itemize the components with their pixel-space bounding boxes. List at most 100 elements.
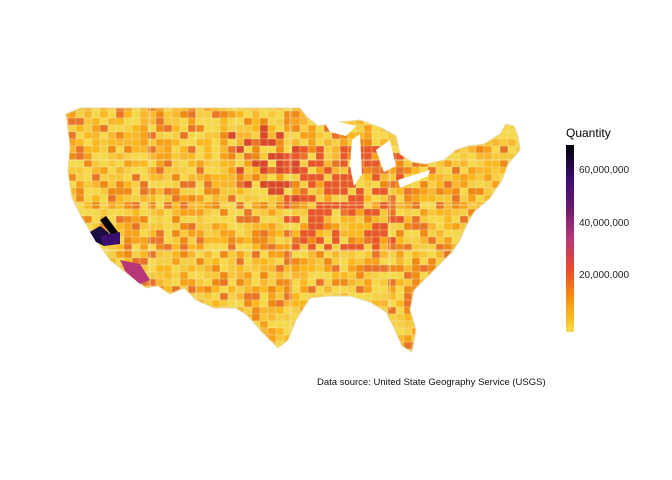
- county-cell: [179, 180, 189, 189]
- county-cell: [419, 313, 429, 322]
- county-cell: [475, 250, 485, 259]
- county-cell: [187, 229, 197, 238]
- county-cell: [131, 292, 141, 301]
- county-cell: [331, 306, 341, 315]
- county-cell: [395, 201, 405, 210]
- county-cell: [363, 278, 373, 287]
- county-cell: [139, 327, 149, 336]
- county-cell: [203, 145, 213, 154]
- county-cell: [419, 320, 429, 329]
- county-cell: [211, 250, 221, 259]
- county-cell: [395, 348, 405, 352]
- county-cell: [515, 208, 520, 217]
- county-cell: [411, 299, 421, 308]
- county-cell: [219, 285, 229, 294]
- county-cell: [475, 334, 485, 343]
- county-cell: [163, 264, 173, 273]
- county-cell: [347, 194, 357, 203]
- county-cell: [459, 278, 469, 287]
- county-cell: [339, 257, 349, 266]
- county-cell: [387, 215, 397, 224]
- county-cell: [355, 327, 365, 336]
- county-cell: [315, 327, 325, 336]
- county-cell: [315, 229, 325, 238]
- county-cell: [67, 313, 77, 322]
- county-cell: [515, 124, 520, 133]
- county-cell: [363, 327, 373, 336]
- county-cell: [307, 201, 317, 210]
- county-cell: [259, 222, 269, 231]
- county-cell: [219, 138, 229, 147]
- county-cell: [115, 292, 125, 301]
- county-cell: [275, 236, 285, 245]
- county-cell: [131, 334, 141, 343]
- county-cell: [411, 159, 421, 168]
- county-cell: [179, 264, 189, 273]
- county-cell: [267, 201, 277, 210]
- county-cell: [459, 208, 469, 217]
- california-inland-county: [100, 232, 120, 246]
- county-cell: [203, 215, 213, 224]
- county-cell: [147, 299, 157, 308]
- county-cell: [203, 194, 213, 203]
- county-cell: [275, 271, 285, 280]
- county-cell: [323, 278, 333, 287]
- county-cell: [211, 187, 221, 196]
- county-cell: [275, 145, 285, 154]
- county-cell: [171, 313, 181, 322]
- county-cell: [139, 236, 149, 245]
- county-cell: [123, 110, 133, 119]
- county-cell: [115, 159, 125, 168]
- county-cell: [91, 145, 101, 154]
- county-cell: [379, 117, 389, 126]
- county-cell: [91, 152, 101, 161]
- county-cell: [363, 187, 373, 196]
- county-cell: [371, 222, 381, 231]
- county-cell: [123, 229, 133, 238]
- county-cell: [339, 201, 349, 210]
- county-cell: [139, 215, 149, 224]
- county-cell: [99, 327, 109, 336]
- county-cell: [131, 201, 141, 210]
- county-cell: [467, 243, 477, 252]
- county-cell: [331, 201, 341, 210]
- county-cell: [275, 292, 285, 301]
- county-cell: [339, 110, 349, 119]
- county-cell: [395, 306, 405, 315]
- county-cell: [427, 229, 437, 238]
- county-cell: [195, 124, 205, 133]
- county-cell: [379, 299, 389, 308]
- county-cell: [507, 208, 517, 217]
- county-cell: [259, 271, 269, 280]
- county-cell: [107, 271, 117, 280]
- county-cell: [371, 278, 381, 287]
- county-cell: [387, 201, 397, 210]
- county-cell: [83, 243, 93, 252]
- county-cell: [179, 278, 189, 287]
- county-cell: [75, 334, 85, 343]
- county-cell: [211, 334, 221, 343]
- county-cell: [467, 299, 477, 308]
- county-cell: [235, 117, 245, 126]
- county-cell: [227, 117, 237, 126]
- county-cell: [139, 187, 149, 196]
- county-cell: [139, 320, 149, 329]
- county-cell: [291, 348, 301, 352]
- county-cell: [243, 131, 253, 140]
- county-cell: [515, 348, 520, 352]
- county-cell: [131, 313, 141, 322]
- county-cell: [75, 299, 85, 308]
- county-cell: [491, 222, 501, 231]
- county-cell: [267, 292, 277, 301]
- county-cell: [203, 292, 213, 301]
- county-cell: [99, 180, 109, 189]
- county-cell: [299, 285, 309, 294]
- county-cell: [459, 327, 469, 336]
- county-cell: [467, 264, 477, 273]
- county-cell: [66, 194, 69, 203]
- county-cell: [147, 264, 157, 273]
- county-cell: [459, 194, 469, 203]
- county-cell: [171, 264, 181, 273]
- county-cell: [163, 215, 173, 224]
- county-cell: [91, 250, 101, 259]
